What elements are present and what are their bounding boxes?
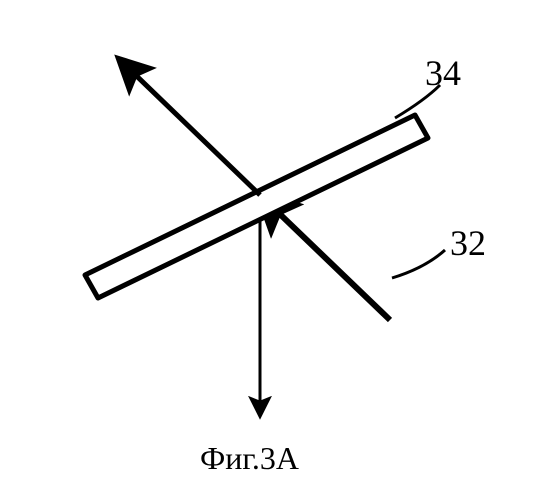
figure-caption: Фиг.3A <box>200 440 299 477</box>
leader-32 <box>392 250 445 278</box>
ref-label-32: 32 <box>450 225 486 261</box>
plate <box>85 115 428 298</box>
ref-label-34: 34 <box>425 55 461 91</box>
diagram-stage: 34 32 Фиг.3A <box>0 0 545 500</box>
transmitted-ray <box>120 60 260 195</box>
incident-ray <box>260 195 390 320</box>
